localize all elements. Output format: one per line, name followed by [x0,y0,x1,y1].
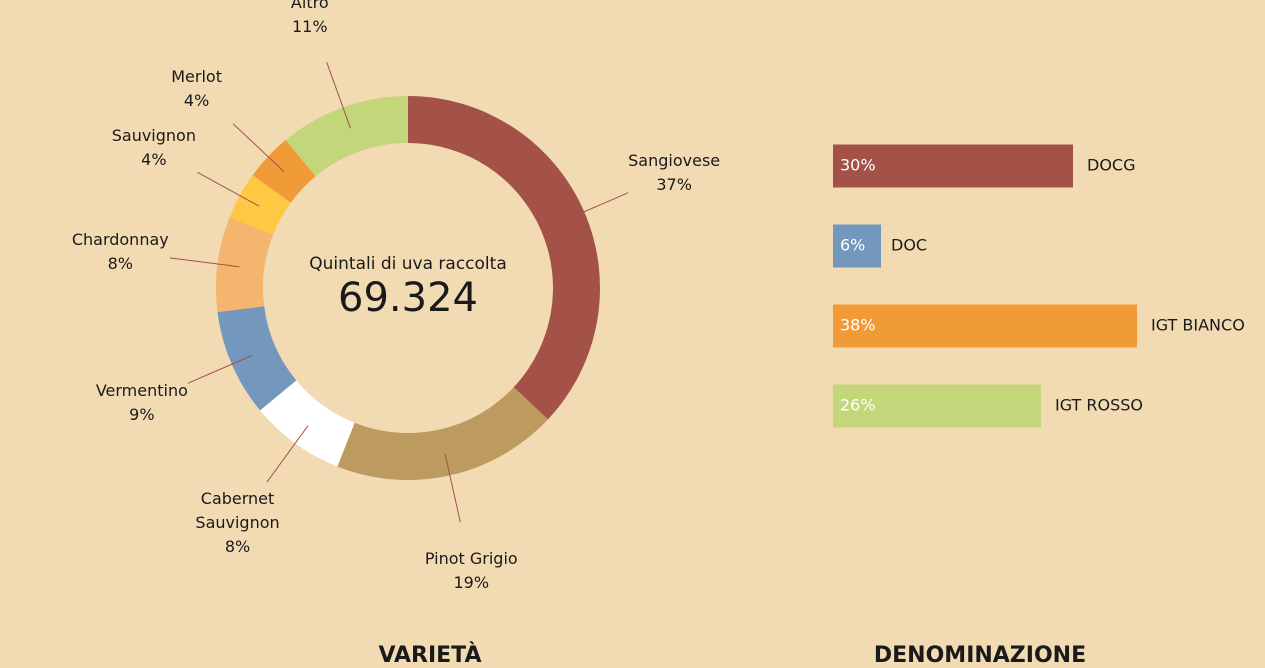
bar-value: 26% [840,396,876,415]
donut-slice [408,96,600,420]
bar-value: 6% [840,236,865,255]
slice-label: Sauvignon 4% [112,124,196,172]
leader-line [444,453,461,523]
slice-value: 37% [656,174,692,194]
slice-label: Merlot 4% [171,65,222,113]
bar-category: IGT BIANCO [1151,316,1245,335]
slice-value: 9% [129,405,155,425]
slice-name: Sangiovese [628,150,721,170]
bar [833,384,1041,428]
slice-label: Pinot Grigio 19% [425,547,518,595]
slice-label: Cabernet Sauvignon 8% [178,487,298,559]
bar-category: DOC [891,236,927,255]
slice-name: Chardonnay [71,229,169,249]
slice-label: Sangiovese 37% [628,149,720,197]
donut-slice [285,96,408,177]
bar-value: 30% [840,156,876,175]
slice-name: Vermentino [95,381,188,401]
slice-value: 8% [224,536,251,556]
slice-name: Cabernet Sauvignon [195,488,280,532]
slice-label: Vermentino 9% [96,379,188,427]
slice-value: 19% [453,573,490,593]
bar [833,304,1137,348]
leader-line [232,123,285,172]
slice-name: Sauvignon [111,126,196,146]
center-total: 69.324 [338,275,478,321]
leader-line [169,257,240,268]
bar-value: 38% [840,316,876,335]
bar-title: DENOMINAZIONE [874,643,1086,668]
slice-name: Pinot Grigio [424,549,518,569]
slice-value: 11% [291,17,328,37]
bar [833,224,881,268]
donut-slice [216,217,274,313]
donut-slice [260,380,355,467]
bar-category: IGT ROSSO [1055,396,1143,415]
bar [833,144,1073,188]
center-text: Quintali di uva raccolta [309,254,506,274]
leader-line [563,192,629,221]
slice-value: 4% [183,91,210,111]
leader-line [266,425,309,483]
slice-value: 8% [107,253,133,273]
slice-value: 4% [141,150,167,170]
slice-label: Altro 11% [291,0,329,39]
slice-name: Altro [290,0,329,13]
leader-line [187,355,253,384]
slice-label: Chardonnay 8% [72,228,169,276]
donut-slice [229,175,291,235]
slice-name: Merlot [171,67,222,87]
donut-slice [337,387,548,480]
bar-category: DOCG [1087,156,1135,175]
leader-line [326,62,351,129]
donut-title: VARIETÀ [378,642,481,668]
leader-line [197,171,260,207]
donut-slice [217,306,297,411]
